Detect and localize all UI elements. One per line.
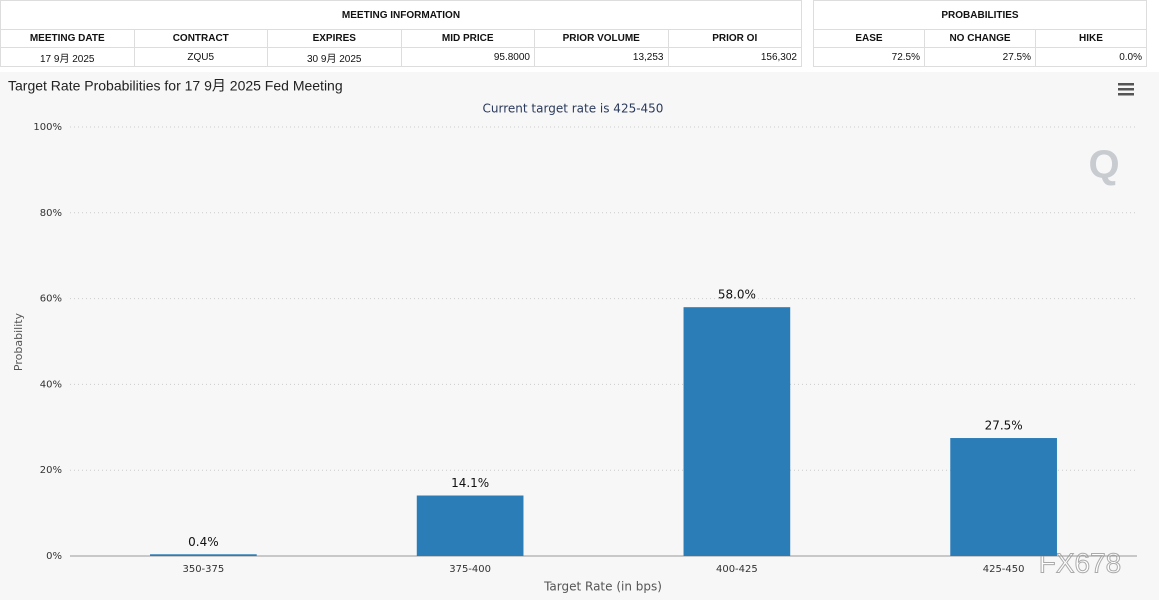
bar: [416, 495, 524, 556]
logo: Q: [1088, 143, 1119, 187]
y-tick-label: 80%: [40, 208, 62, 219]
column-header: EASE: [813, 29, 925, 48]
table-row: EASE NO CHANGE HIKE: [813, 29, 1147, 48]
y-tick-label: 100%: [33, 122, 62, 133]
menu-bar[interactable]: [1118, 88, 1134, 91]
table-cell: 156,302: [667, 47, 802, 67]
menu-button[interactable]: [1118, 83, 1134, 96]
data-label: 14.1%: [451, 476, 489, 490]
table-cell: 27.5%: [924, 47, 1036, 67]
x-tick-label: 400-425: [716, 564, 758, 575]
chart-title: Target Rate Probabilities for 17 9月 2025…: [8, 78, 343, 94]
x-tick-label: 375-400: [449, 564, 491, 575]
column-header: HIKE: [1035, 29, 1147, 48]
y-axis-title: Probability: [12, 312, 25, 371]
table-row: 17 9月 2025 ZQU5 30 9月 2025 95.8000 13,253 156…: [0, 47, 802, 67]
y-tick-label: 20%: [40, 465, 62, 476]
y-tick-label: 60%: [40, 294, 62, 305]
data-label: 27.5%: [985, 419, 1023, 433]
probabilities-table: PROBABILITIES EASE NO CHANGE HIKE 72.5% 27.5%…: [813, 0, 1147, 67]
x-tick-label: 425-450: [983, 564, 1025, 575]
table-cell: 17 9月 2025: [0, 47, 135, 67]
table-cell: 30 9月 2025: [267, 47, 402, 67]
chart-subtitle: Current target rate is 425-450: [483, 102, 664, 116]
meeting-table: MEETING INFORMATION MEETING DATE CONTRACT E…: [0, 0, 802, 67]
column-header: MID PRICE: [400, 29, 535, 48]
bar: [683, 307, 791, 556]
column-header: PRIOR OI: [667, 29, 802, 48]
table-row: 72.5% 27.5% 0.0%: [813, 47, 1147, 67]
bar: [150, 554, 257, 556]
table-cell: 95.8000: [400, 47, 535, 67]
table-cell: ZQU5: [133, 47, 268, 67]
table-row: MEETING INFORMATION: [0, 0, 802, 30]
table-title: PROBABILITIES: [813, 0, 1147, 30]
column-header: PRIOR VOLUME: [534, 29, 669, 48]
column-header: NO CHANGE: [924, 29, 1036, 48]
y-tick-label: 0%: [46, 551, 62, 562]
data-label: 58.0%: [718, 288, 756, 302]
column-header: MEETING DATE: [0, 29, 135, 48]
menu-bar[interactable]: [1118, 93, 1134, 96]
table-row: PROBABILITIES: [813, 0, 1147, 30]
table-title: MEETING INFORMATION: [0, 0, 802, 30]
table-row: MEETING DATE CONTRACT EXPIRES MID PRICE PRIO…: [0, 29, 802, 48]
bar: [950, 438, 1057, 556]
y-tick-label: 40%: [40, 379, 62, 390]
table-cell: 0.0%: [1035, 47, 1147, 67]
chart: Target Rate Probabilities for 17 9月 2025…: [0, 72, 1159, 600]
table-cell: 72.5%: [813, 47, 925, 67]
menu-bar[interactable]: [1118, 83, 1134, 86]
x-axis-title: Target Rate (in bps): [543, 580, 662, 594]
data-label: 0.4%: [188, 535, 219, 549]
column-header: CONTRACT: [133, 29, 268, 48]
x-tick-label: 350-375: [182, 564, 224, 575]
column-header: EXPIRES: [267, 29, 402, 48]
table-cell: 13,253: [534, 47, 669, 67]
